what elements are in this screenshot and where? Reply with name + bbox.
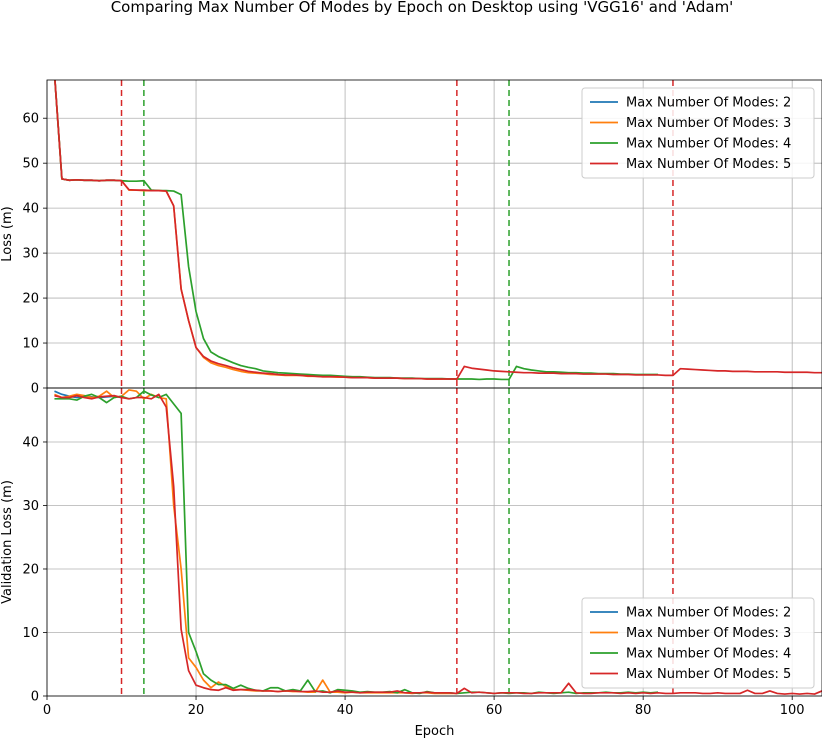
y-tick-label: 10	[22, 337, 39, 352]
y-axis-label: Loss (m)	[0, 206, 15, 261]
chart-title: Comparing Max Number Of Modes by Epoch o…	[111, 0, 734, 16]
y-tick-label: 40	[22, 202, 39, 217]
series-line	[54, 390, 659, 695]
legend-label: Max Number Of Modes: 4	[626, 137, 791, 152]
legend: Max Number Of Modes: 2 Max Number Of Mode…	[581, 597, 815, 689]
y-tick-label: 0	[31, 690, 39, 705]
series-line	[54, 80, 122, 182]
y-tick-label: 40	[22, 435, 39, 450]
x-tick-label: 0	[43, 703, 51, 718]
series-line	[54, 393, 822, 695]
series-line	[54, 80, 457, 380]
panel-series-group	[54, 389, 822, 695]
x-tick-label: 20	[188, 703, 205, 718]
y-tick-label: 30	[22, 247, 39, 262]
panel-series-group	[54, 80, 822, 381]
legend-label: Max Number Of Modes: 3	[626, 626, 791, 641]
legend-label: Max Number Of Modes: 3	[626, 116, 791, 131]
series-line	[54, 389, 457, 695]
y-tick-label: 50	[22, 157, 39, 172]
x-tick-label: 80	[635, 703, 652, 718]
legend-label: Max Number Of Modes: 4	[626, 647, 791, 662]
legend-label: Max Number Of Modes: 5	[626, 667, 791, 682]
plot-frame	[46, 387, 822, 697]
y-tick-label: 60	[22, 112, 39, 127]
y-tick-label: 20	[22, 292, 39, 307]
series-line	[54, 80, 822, 380]
x-tick-label: 100	[780, 703, 805, 718]
legend-label: Max Number Of Modes: 5	[626, 157, 791, 172]
y-tick-label: 20	[22, 562, 39, 577]
y-tick-label: 30	[22, 499, 39, 514]
x-tick-label: 40	[337, 703, 354, 718]
y-tick-label: 10	[22, 626, 39, 641]
y-axis-label: Validation Loss (m)	[0, 480, 15, 604]
legend-box	[581, 597, 815, 689]
y-tick-label: 0	[31, 382, 39, 397]
legend-label: Max Number Of Modes: 2	[626, 96, 791, 111]
legend-label: Max Number Of Modes: 2	[626, 606, 791, 621]
x-tick-label: 60	[486, 703, 503, 718]
legend-box	[581, 87, 815, 179]
series-line	[54, 80, 659, 381]
x-axis-label: Epoch	[415, 724, 455, 739]
legend: Max Number Of Modes: 2 Max Number Of Mode…	[581, 87, 815, 179]
